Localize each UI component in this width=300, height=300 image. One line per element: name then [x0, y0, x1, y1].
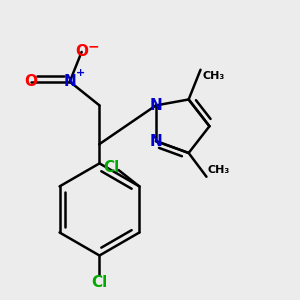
Text: N: N: [63, 74, 76, 89]
Text: −: −: [88, 39, 99, 53]
Text: N: N: [150, 98, 162, 113]
Text: CH₃: CH₃: [208, 165, 230, 175]
Text: Cl: Cl: [91, 275, 108, 290]
Text: N: N: [150, 134, 162, 148]
Text: O: O: [25, 74, 38, 89]
Text: +: +: [76, 68, 85, 78]
Text: CH₃: CH₃: [202, 71, 224, 81]
Text: Cl: Cl: [103, 160, 119, 175]
Text: O: O: [75, 44, 88, 59]
